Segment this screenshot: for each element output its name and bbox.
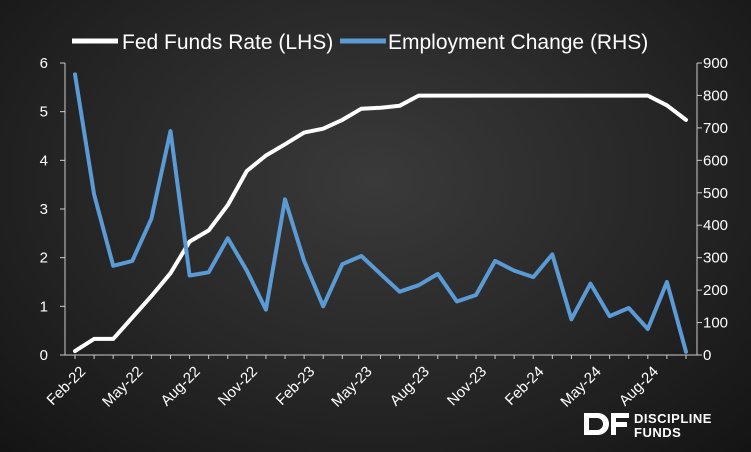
- legend: Fed Funds Rate (LHS) Employment Change (…: [72, 31, 648, 54]
- right-tick-label: 900: [703, 55, 728, 72]
- x-tick-label: May-22: [99, 363, 146, 410]
- right-tick-label: 800: [703, 87, 728, 104]
- series-line-employment-change: [73, 72, 688, 354]
- legend-label-fed-funds: Fed Funds Rate (LHS): [122, 31, 333, 54]
- x-tick-label: Aug-23: [387, 363, 433, 409]
- left-tick-label: 4: [40, 152, 48, 169]
- logo-line2: FUNDS: [634, 425, 681, 440]
- right-tick-label: 600: [703, 152, 728, 169]
- right-tick-label: 500: [703, 185, 728, 202]
- right-tick-label: 100: [703, 315, 728, 332]
- right-tick-label: 400: [703, 217, 728, 234]
- x-tick-label: Nov-22: [215, 363, 261, 409]
- right-tick-label: 700: [703, 120, 728, 137]
- series-line-fed-funds-rate: [73, 93, 688, 354]
- x-axis-ticks: Feb-22 May-22 Aug-22 Nov-22 Feb-23 May-23 Aug-…: [44, 355, 687, 411]
- left-axis-ticks: 0 1 2 3 4 5 6: [40, 55, 65, 364]
- x-tick-label: May-24: [557, 363, 604, 410]
- left-tick-label: 0: [40, 347, 48, 364]
- x-tick-label: Aug-24: [616, 363, 662, 409]
- x-tick-label: Feb-24: [502, 363, 548, 409]
- x-tick-label: May-23: [328, 363, 375, 410]
- df-logo-mark: [584, 413, 629, 435]
- left-tick-label: 6: [40, 55, 48, 72]
- left-tick-label: 2: [40, 250, 48, 267]
- right-tick-label: 200: [703, 282, 728, 299]
- logo-line1: DISCIPLINE: [634, 411, 712, 426]
- x-tick-label: Feb-22: [44, 363, 90, 409]
- discipline-funds-logo: DISCIPLINE FUNDS: [584, 411, 712, 440]
- right-tick-label: 0: [703, 347, 711, 364]
- right-tick-label: 300: [703, 250, 728, 267]
- left-tick-label: 3: [40, 201, 48, 218]
- right-axis-ticks: 0 100 200 300 400 500 600 700 800 900: [697, 55, 728, 364]
- left-tick-label: 1: [40, 298, 48, 315]
- series-layer: [73, 72, 688, 354]
- left-tick-label: 5: [40, 104, 48, 121]
- x-tick-label: Nov-23: [444, 363, 490, 409]
- legend-label-employment: Employment Change (RHS): [388, 31, 648, 54]
- x-tick-label: Aug-22: [158, 363, 204, 409]
- x-tick-label: Feb-23: [273, 363, 319, 409]
